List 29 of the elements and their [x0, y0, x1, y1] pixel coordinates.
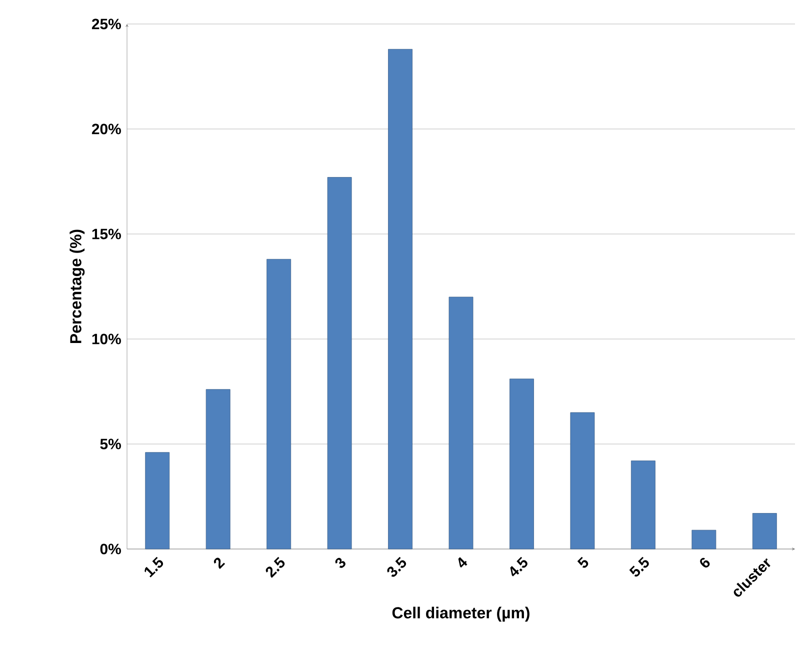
bar — [448, 296, 474, 550]
y-tick-label: 20% — [92, 124, 121, 134]
x-tick-label: 1.5 — [144, 556, 164, 578]
y-tick-label: 0% — [100, 544, 121, 554]
x-axis-title: Cell diameter (µm) — [392, 606, 530, 622]
x-tick-label: 5.5 — [629, 556, 649, 577]
x-tick-label: 3.5 — [387, 556, 406, 577]
bar — [570, 412, 595, 550]
x-tick-label: 4.5 — [510, 556, 528, 576]
bar — [752, 513, 777, 550]
y-axis-title: Percentage (%) — [70, 230, 85, 344]
bar — [145, 452, 170, 550]
bar — [388, 48, 412, 550]
y-tick-label: 10% — [92, 334, 121, 344]
bar — [206, 389, 230, 550]
bar — [692, 530, 716, 550]
bar — [630, 460, 656, 550]
x-tick-label: 2.5 — [266, 556, 285, 578]
x-tick-label: 2 — [214, 558, 226, 569]
y-tick-label: 5% — [100, 438, 121, 450]
y-tick-label: 25% — [92, 18, 121, 30]
bar — [327, 177, 352, 550]
y-tick-label: 15% — [92, 228, 121, 240]
bar — [266, 259, 292, 550]
x-tick-label: 4 — [458, 557, 468, 568]
x-tick-label: 5 — [577, 556, 588, 568]
bar — [510, 378, 534, 550]
x-tick-label: 3 — [335, 558, 346, 568]
x-tick-label: 6 — [700, 558, 710, 568]
